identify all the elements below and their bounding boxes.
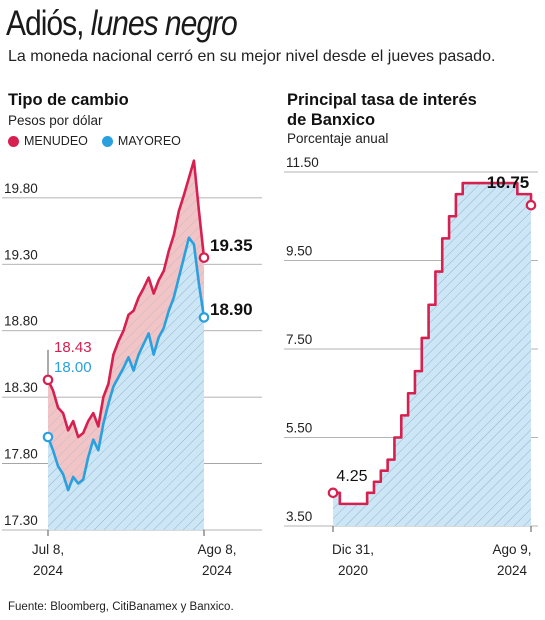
legend-dot-menudeo	[8, 135, 19, 147]
mayoreo-start-label: 18.00	[54, 359, 92, 376]
rate-xlabel-line2: 2024	[497, 563, 528, 578]
mayoreo-end-point	[198, 312, 210, 323]
menudeo-start-label: 18.43	[54, 339, 92, 356]
rate-ytick-label: 5.50	[286, 421, 312, 436]
menudeo-end-point	[198, 252, 210, 263]
dek: La moneda nacional cerró en su mejor niv…	[8, 48, 496, 65]
rate-xlabel-line2: 2020	[338, 563, 368, 578]
rate-start-label: 4.25	[336, 468, 367, 485]
rate-xlabel-line1: Dic 31,	[332, 542, 374, 557]
exchange-ytick-label: 17.30	[4, 513, 38, 528]
legend-item-mayoreo: MAYOREO	[101, 134, 181, 148]
rate-start-point	[327, 487, 339, 499]
exchange-xlabel-line2: 2024	[202, 563, 233, 578]
rate-end-label: 10.75	[487, 173, 530, 192]
headline: Adiós, lunes negro	[6, 4, 238, 44]
rate-end-point	[525, 199, 537, 211]
menudeo-line	[46, 159, 206, 439]
exchange-xlabel-line1: Jul 8,	[32, 542, 64, 557]
rate-chart-title: Principal tasa de interés de Banxico	[287, 90, 477, 130]
source-note: Fuente: Bloomberg, CitiBanamex y Banxico…	[8, 601, 234, 613]
rate-area-hatch	[333, 183, 531, 526]
exchange-ytick-label: 17.80	[4, 447, 38, 462]
exchange-ytick-label: 18.30	[4, 380, 38, 395]
exchange-chart-title: Tipo de cambio	[8, 91, 129, 109]
legend-label-mayoreo: MAYOREO	[117, 134, 181, 148]
exchange-chart: 19.80 19.30 18.80 18.30 17.80 17.30 18.43 18.00…	[2, 159, 262, 578]
rate-ytick-label: 11.50	[286, 155, 319, 170]
mayoreo-end-label: 18.90	[210, 300, 253, 319]
legend-label-menudeo: MENUDEO	[24, 134, 88, 148]
rate-chart: 11.50 9.50 7.50 5.50 3.50 4.25 10.75 Dic 31, 202…	[284, 155, 538, 578]
exchange-chart-subtitle: Pesos por dólar	[8, 113, 103, 128]
rate-title-line1: Principal tasa de interés	[287, 91, 477, 109]
menudeo-end-label: 19.35	[210, 236, 253, 255]
mayoreo-line	[46, 236, 206, 492]
exchange-legend: MENUDEO MAYOREO	[8, 134, 195, 148]
exchange-ytick-label: 19.30	[4, 247, 38, 262]
rate-ytick-label: 9.50	[286, 244, 312, 259]
rate-xlabel-line1: Ago 9,	[492, 542, 531, 557]
headline-part1: Adiós,	[6, 4, 91, 43]
mayoreo-area-hatch	[48, 237, 204, 530]
legend-item-menudeo: MENUDEO	[8, 134, 88, 148]
exchange-xlabel-line2: 2024	[33, 563, 64, 578]
menudeo-start-point	[42, 374, 54, 386]
legend-dot-mayoreo	[101, 135, 113, 147]
headline-part2: lunes negro	[90, 4, 238, 43]
exchange-ytick-label: 18.80	[4, 314, 38, 329]
rate-ytick-label: 3.50	[286, 509, 312, 524]
rate-ytick-label: 7.50	[286, 332, 312, 347]
rate-title-line2: de Banxico	[287, 111, 376, 129]
rate-chart-subtitle: Porcentaje anual	[287, 131, 389, 146]
exchange-ytick-label: 19.80	[4, 181, 38, 196]
exchange-xlabel-line1: Ago 8,	[197, 542, 236, 557]
mayoreo-start-point	[42, 431, 54, 443]
rate-line	[333, 181, 533, 506]
